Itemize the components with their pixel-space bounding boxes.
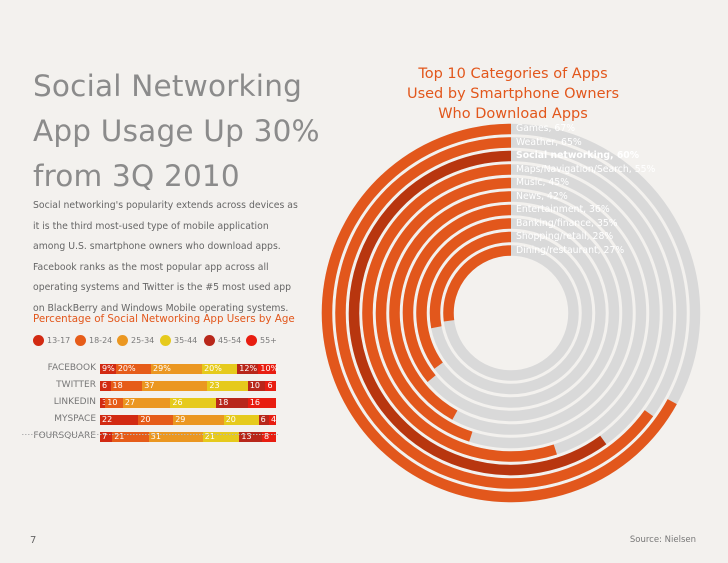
bar-row-linkedin: 31027261816 — [100, 398, 276, 408]
bar-segment: 8 — [262, 432, 276, 442]
bar-segment: 20% — [202, 364, 238, 374]
legend-label-5: 55+ — [260, 336, 277, 345]
bar-segment: 10 — [105, 398, 123, 408]
ring-label: News, 42% — [516, 190, 568, 202]
page-number: 7 — [30, 535, 37, 546]
bar-row-twitter: 6 18 37 23 10 6 — [100, 381, 276, 391]
bar-segment: 29% — [151, 364, 203, 374]
ring-arc — [375, 177, 512, 442]
ring-label: Weather, 65% — [516, 136, 582, 148]
ring-arc — [402, 204, 512, 382]
legend-label-0: 13-17 — [47, 336, 71, 345]
ring-arc — [429, 231, 512, 329]
dotted-divider — [22, 434, 278, 435]
ring-label: Music, 45% — [516, 177, 570, 188]
legend-swatch-1 — [75, 335, 86, 346]
title-line-2: App Usage Up 30% — [33, 114, 320, 148]
bar-segment: 20 — [223, 415, 259, 425]
ring-label: Banking/finance, 35% — [516, 217, 618, 229]
bar-segment: 21 — [112, 432, 149, 442]
bar-segment: 31 — [148, 432, 203, 442]
ring-title-line-3: Who Download Apps — [438, 106, 588, 122]
ring-label: Maps/Navigation/Search, 55% — [516, 163, 656, 175]
legend-swatch-5 — [246, 335, 257, 346]
ring-arc — [348, 150, 607, 476]
bar-segment: 3 — [100, 398, 107, 408]
ring-title-line-2: Used by Smartphone Owners — [406, 86, 620, 102]
bar-segment: 20% — [115, 364, 152, 374]
bar-segment: 6 — [265, 381, 276, 391]
bar-segment: 9% — [100, 364, 116, 374]
bar-segment: 10% — [258, 364, 279, 374]
legend-swatch-4 — [204, 335, 215, 346]
bar-segment: 27 — [122, 398, 171, 408]
title-line-1: Social Networking — [33, 69, 303, 103]
bar-row-facebook: 9% 20% 29% 20% 12% 10% — [100, 364, 279, 374]
ring-title-line-1: Top 10 Categories of Apps — [418, 66, 608, 82]
bar-label-foursquare: FOURSQUARE — [33, 431, 96, 441]
ring-arc — [362, 164, 557, 462]
bar-segment: 26 — [170, 398, 217, 408]
ring-label: Social networking, 60% — [516, 150, 640, 161]
bar-segment: 6 — [100, 381, 111, 391]
page-title: Social Networking App Usage Up 30% from … — [33, 64, 333, 199]
age-chart-title: Percentage of Social Networking App User… — [33, 313, 295, 325]
ring-arc — [335, 137, 654, 489]
ring-arc — [389, 191, 512, 420]
bar-segment: 4 — [269, 415, 277, 425]
ring-arc — [321, 123, 677, 503]
legend-swatch-0 — [33, 335, 44, 346]
ring-label: Games, 67% — [516, 123, 576, 134]
bar-segment: 21 — [202, 432, 240, 442]
bar-segment: 10 — [247, 381, 266, 391]
legend-swatch-3 — [160, 335, 171, 346]
bar-segment: 16 — [247, 398, 276, 408]
bar-row-foursquare: 7 21 31 21 13 8 — [100, 432, 276, 442]
bar-segment: 18 — [216, 398, 248, 408]
bar-label-twitter: TWITTER — [56, 380, 96, 390]
bar-segment: 7 — [100, 432, 113, 442]
ring-label: Shopping/retail, 28% — [516, 231, 614, 242]
ring-chart-title: Top 10 Categories of Apps Used by Smartp… — [388, 64, 638, 124]
ring-arc — [443, 245, 512, 322]
bar-segment: 20 — [138, 415, 174, 425]
legend-label-2: 25-34 — [131, 336, 155, 345]
bar-segment: 37 — [142, 381, 208, 391]
ring-label: Dining/restaurant, 27% — [516, 244, 625, 256]
source-note: Source: Nielsen — [629, 535, 696, 545]
legend-label-1: 18-24 — [89, 336, 113, 345]
body-paragraph: Social networking's popularity extends a… — [33, 200, 298, 314]
bar-segment: 22 — [100, 415, 139, 425]
bar-segment: 13 — [239, 432, 263, 442]
bar-segment: 29 — [173, 415, 224, 425]
bar-segment: 12% — [237, 364, 259, 374]
bar-row-myspace: 22 20 29 20 6 4 — [100, 415, 276, 425]
bar-segment: 23 — [207, 381, 248, 391]
bar-segment: 18 — [110, 381, 143, 391]
bar-label-linkedin: LINKEDIN — [53, 397, 96, 407]
ring-label: Entertainment, 36% — [516, 204, 610, 215]
bar-label-myspace: MYSPACE — [54, 414, 96, 424]
legend-label-3: 35-44 — [174, 336, 198, 345]
title-line-3: from 3Q 2010 — [33, 159, 240, 193]
legend-swatch-2 — [117, 335, 128, 346]
legend-label-4: 45-54 — [218, 336, 242, 345]
bar-label-facebook: FACEBOOK — [47, 363, 96, 373]
ring-arc — [416, 218, 512, 369]
bar-segment: 6 — [258, 415, 270, 425]
